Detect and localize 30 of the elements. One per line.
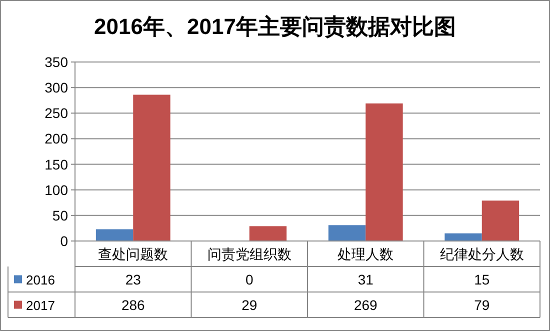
bar <box>96 229 134 241</box>
data-label: 31 <box>358 271 374 288</box>
data-label: 29 <box>242 296 258 313</box>
bar <box>444 233 482 241</box>
bar <box>133 94 170 241</box>
x-tick-label: 纪律处分人数 <box>440 246 524 262</box>
data-label: 0 <box>245 271 254 288</box>
data-label: 15 <box>474 271 490 288</box>
chart-title: 2016年、2017年主要问责数据对比图 <box>94 14 456 39</box>
y-tick-label: 50 <box>52 207 68 224</box>
y-tick-label: 350 <box>44 54 68 70</box>
bar <box>482 200 520 241</box>
y-tick-label: 300 <box>44 80 68 96</box>
y-tick-label: 200 <box>44 130 68 147</box>
y-tick-label: 250 <box>44 105 68 122</box>
bar <box>328 225 366 241</box>
bar <box>249 226 287 241</box>
data-label: 286 <box>121 296 146 313</box>
y-tick-label: 100 <box>44 182 68 198</box>
bar <box>366 103 403 241</box>
x-tick-label: 查处问题数 <box>98 246 168 262</box>
data-label: 79 <box>474 296 490 313</box>
legend-label: 2017 <box>26 298 55 313</box>
y-tick-label: 150 <box>44 156 68 172</box>
data-label: 23 <box>125 271 142 288</box>
y-tick-label: 0 <box>60 233 68 249</box>
legend-label: 2016 <box>26 272 55 288</box>
x-tick-label: 处理人数 <box>338 246 394 262</box>
x-tick-label: 问责党组织数 <box>207 246 292 262</box>
data-label: 269 <box>354 296 378 313</box>
